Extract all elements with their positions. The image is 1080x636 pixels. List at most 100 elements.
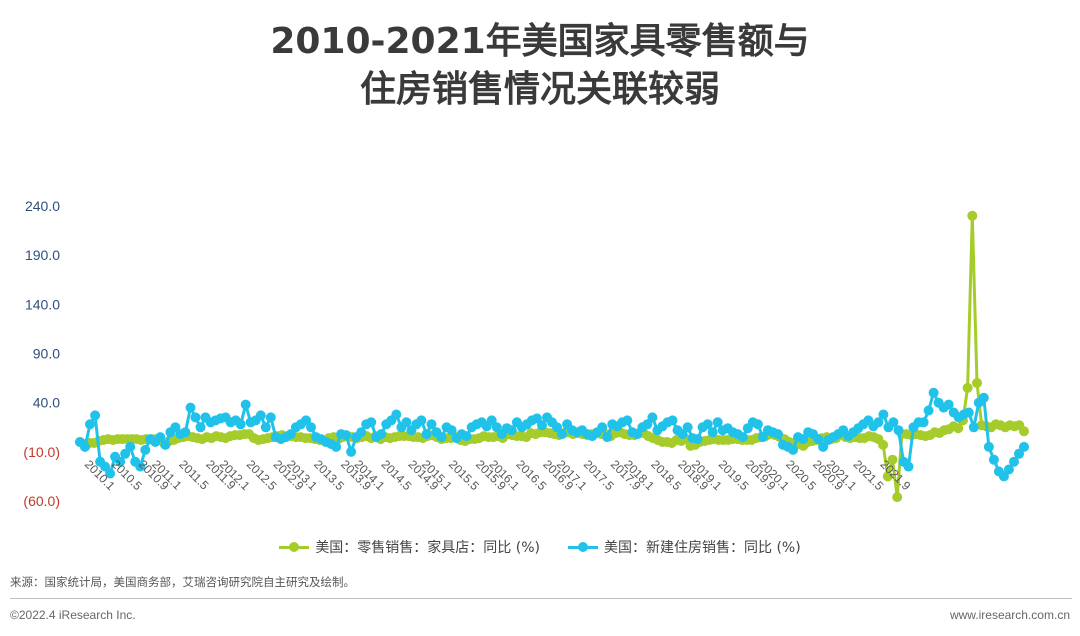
data-point xyxy=(968,422,979,433)
data-point xyxy=(195,422,206,433)
data-point xyxy=(557,429,567,440)
data-point xyxy=(115,456,126,467)
data-point xyxy=(185,402,196,413)
data-point xyxy=(1019,441,1029,452)
data-point xyxy=(983,441,994,452)
legend-marker-furniture xyxy=(279,541,310,553)
data-point xyxy=(878,409,889,420)
data-point xyxy=(737,432,748,443)
data-point xyxy=(813,434,824,445)
legend-dot-furniture xyxy=(289,542,300,552)
data-point xyxy=(1014,448,1024,459)
footer-divider xyxy=(10,598,1072,599)
legend-label-housing: 美国：新建住房销售：同比 (%) xyxy=(604,540,801,556)
y-tick-label: 140.0 xyxy=(25,296,60,312)
data-point xyxy=(962,382,973,393)
data-point xyxy=(446,425,457,436)
data-point xyxy=(461,431,472,442)
data-point xyxy=(306,422,316,433)
data-point xyxy=(702,419,713,430)
y-tick-label: 190.0 xyxy=(25,247,60,263)
data-point xyxy=(80,441,90,452)
data-point xyxy=(667,415,678,426)
chart-title-line2: 住房销售情况关联较弱 xyxy=(359,69,720,110)
data-point xyxy=(376,429,387,440)
data-point xyxy=(878,439,889,450)
data-point xyxy=(1009,456,1019,467)
data-point xyxy=(391,409,402,420)
y-tick-label: 90.0 xyxy=(33,346,60,362)
data-point xyxy=(90,410,101,421)
data-point xyxy=(356,427,367,438)
data-point xyxy=(928,387,939,398)
website-link[interactable]: www.iresearch.com.cn xyxy=(949,608,1070,622)
data-point xyxy=(537,420,547,431)
data-point xyxy=(416,415,427,426)
data-point xyxy=(436,432,447,443)
data-point xyxy=(240,399,251,410)
data-point xyxy=(692,434,703,445)
data-point xyxy=(707,427,718,438)
data-point xyxy=(125,441,136,452)
data-point xyxy=(597,422,608,433)
data-point xyxy=(887,454,898,465)
legend-marker-housing xyxy=(568,541,598,553)
data-point xyxy=(967,210,978,221)
data-point xyxy=(301,415,311,426)
data-point xyxy=(260,422,271,433)
data-point xyxy=(622,415,633,426)
legend-label-furniture: 美国：零售销售：家具店：同比 (%) xyxy=(315,540,540,556)
data-point xyxy=(818,441,829,452)
data-point xyxy=(255,410,266,421)
data-point xyxy=(978,392,989,403)
data-point xyxy=(180,427,191,438)
data-point xyxy=(882,471,893,482)
data-point xyxy=(647,412,658,423)
data-point xyxy=(682,422,693,433)
data-point xyxy=(918,417,929,428)
data-point xyxy=(788,444,798,455)
legend-dot-housing xyxy=(578,542,588,552)
data-point xyxy=(892,492,903,503)
copyright: ©2022.4 iResearch Inc. xyxy=(10,608,136,622)
data-point xyxy=(235,419,246,430)
legend-item-housing: 美国：新建住房销售：同比 (%) xyxy=(568,537,801,557)
series-line-0 xyxy=(79,214,1026,499)
data-point xyxy=(888,417,899,428)
chart-title-line1: 2010-2021年美国家具零售额与 xyxy=(270,21,810,62)
data-point xyxy=(401,417,412,428)
y-tick-label: (10.0) xyxy=(23,444,60,460)
data-point xyxy=(953,423,964,434)
data-point xyxy=(426,419,437,430)
y-tick-label: (60.0) xyxy=(23,493,60,509)
data-point xyxy=(757,432,768,443)
data-point xyxy=(160,439,171,450)
x-tick-label: 2011.5 xyxy=(176,457,211,492)
data-point xyxy=(100,461,111,472)
data-point xyxy=(421,429,432,440)
y-tick-label: 40.0 xyxy=(33,395,60,411)
chart-legend: 美国：零售销售：家具店：同比 (%) 美国：新建住房销售：同比 (%) xyxy=(0,537,1080,557)
data-point xyxy=(85,419,95,430)
data-point xyxy=(135,461,146,472)
data-point xyxy=(331,441,342,452)
data-point xyxy=(1019,426,1029,437)
data-point xyxy=(602,432,613,443)
data-point xyxy=(120,448,131,459)
data-point xyxy=(712,417,723,428)
data-point xyxy=(893,425,904,436)
data-point xyxy=(773,429,783,440)
data-point xyxy=(873,417,884,428)
line-chart: 240.0190.0140.090.040.0(10.0)(60.0)2010.… xyxy=(23,198,1029,509)
data-point xyxy=(366,417,377,428)
data-point xyxy=(988,454,999,465)
data-point xyxy=(972,378,982,388)
data-point xyxy=(265,412,276,423)
data-point xyxy=(190,412,201,423)
data-point xyxy=(642,419,653,430)
data-point xyxy=(798,434,809,445)
data-point xyxy=(346,446,357,457)
data-point xyxy=(341,430,352,441)
data-point xyxy=(963,407,974,418)
data-point xyxy=(155,432,166,443)
